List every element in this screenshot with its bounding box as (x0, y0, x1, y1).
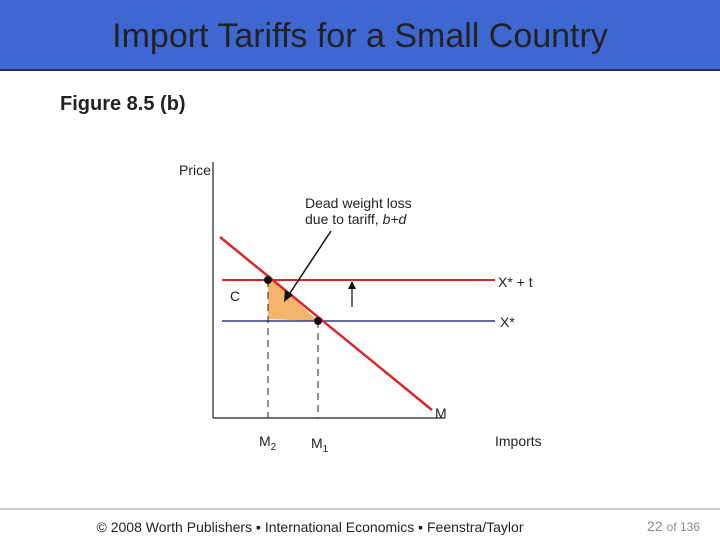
page-rest: of 136 (667, 520, 701, 534)
quantity-label: M2 (259, 433, 277, 453)
annotation-italic: b+d (383, 211, 408, 227)
quantity-label: M1 (311, 435, 329, 455)
quantity-label: M (259, 433, 271, 449)
annotation: due to tariff, b+d (305, 211, 408, 227)
demand-line (219, 236, 433, 411)
point-label: C (230, 288, 240, 304)
annotation: Dead weight loss (305, 195, 412, 211)
footer-credit: © 2008 Worth Publishers ▪ International … (97, 519, 524, 535)
figure-label: Figure 8.5 (b) (60, 93, 186, 115)
title-bar (0, 0, 720, 70)
point (264, 276, 272, 284)
arrow-head (284, 290, 293, 302)
point (314, 317, 322, 325)
page-number: 22 of 136 (647, 518, 700, 534)
y-axis-label: Price (179, 162, 211, 178)
quantity-label: M (311, 435, 323, 451)
x-axis-label: Imports (495, 433, 542, 449)
annotation-arrow (287, 230, 332, 297)
page-current: 22 (647, 518, 663, 534)
line-label: X* (500, 314, 515, 330)
slide-title: Import Tariffs for a Small Country (112, 17, 608, 55)
line-label: X* + t (498, 274, 533, 290)
arrow-head (348, 281, 356, 289)
line-label: M (435, 405, 447, 421)
annotation: due to tariff, (305, 211, 383, 227)
quantity-sub: 1 (323, 444, 329, 455)
quantity-sub: 2 (271, 442, 277, 453)
